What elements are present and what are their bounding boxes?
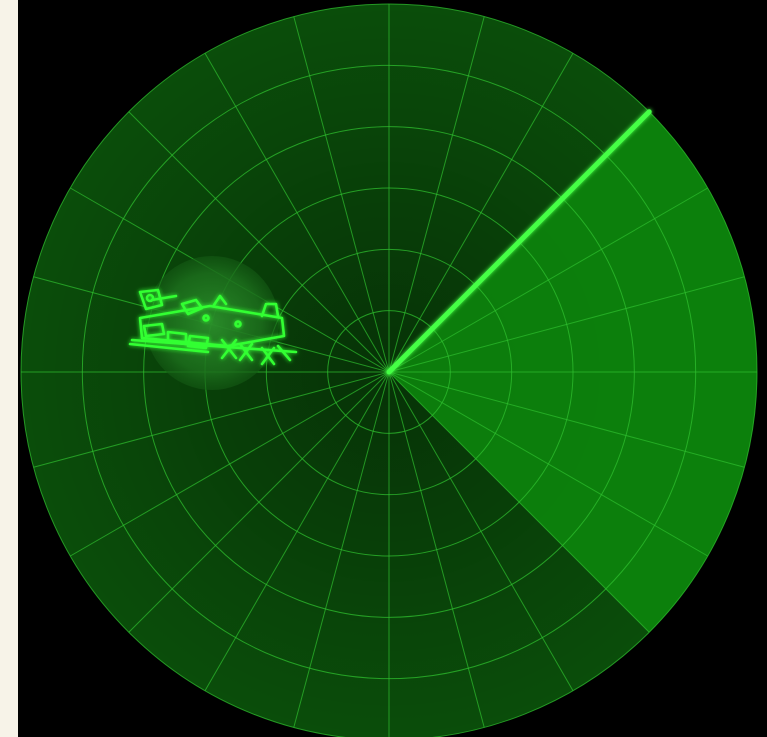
bearing-line [388, 371, 485, 728]
bearing-line [388, 371, 574, 691]
bearing-line [388, 16, 485, 373]
bearing-line [33, 371, 390, 468]
bearing-line [388, 371, 708, 557]
bearing-line [204, 53, 390, 373]
locomotive-icon [128, 288, 298, 366]
bearing-line [388, 371, 650, 633]
bearing-line [388, 53, 574, 373]
bearing-line [128, 371, 390, 633]
bearing-line [128, 111, 390, 373]
bearing-line [293, 16, 390, 373]
target-glow-halo [145, 256, 279, 390]
sweep-beam [386, 109, 652, 375]
bearing-line [70, 371, 390, 557]
bearing-lines [21, 4, 757, 737]
bearing-line [204, 371, 390, 691]
bearing-line [388, 371, 745, 468]
bearing-line [293, 371, 390, 728]
bearing-line [388, 187, 708, 373]
target-blip [128, 256, 298, 390]
bearing-line [388, 276, 745, 373]
